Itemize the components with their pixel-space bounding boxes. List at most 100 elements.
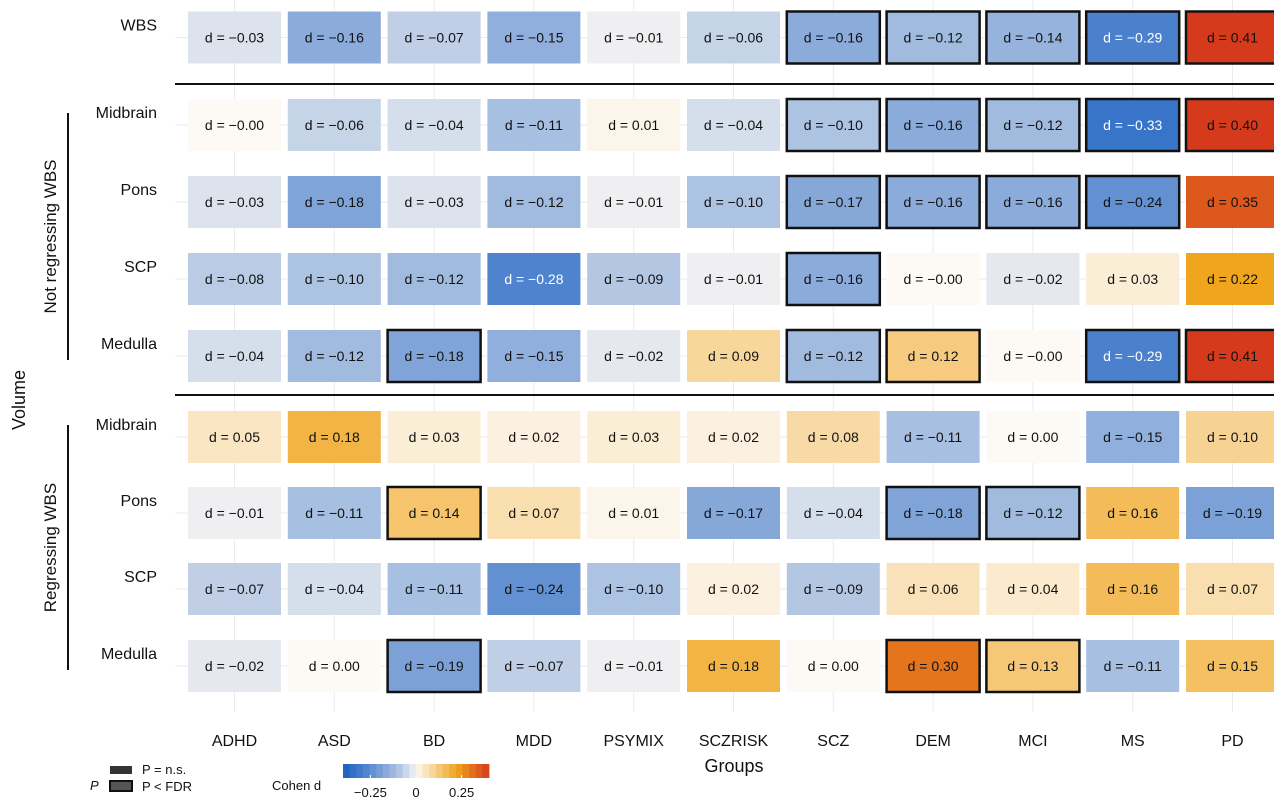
y-tick-label: Pons	[121, 493, 157, 510]
cell-value-label: d = −0.16	[804, 271, 863, 287]
cell-value-label: d = −0.09	[604, 271, 663, 287]
cell-value-label: d = 0.16	[1107, 505, 1158, 521]
cell-value-label: d = −0.01	[205, 505, 264, 521]
cell-value-label: d = −0.16	[904, 117, 963, 133]
colorbar-segment	[482, 764, 489, 778]
cell-value-label: d = −0.07	[504, 658, 563, 674]
cell-value-label: d = 0.02	[708, 581, 759, 597]
cell-value-label: d = −0.19	[405, 658, 464, 674]
cell-value-label: d = 0.00	[808, 658, 859, 674]
legend-fdr-label: P < FDR	[142, 779, 192, 794]
cell-value-label: d = −0.15	[1103, 429, 1162, 445]
cell-value-label: d = −0.18	[904, 505, 963, 521]
x-tick-label: ADHD	[212, 733, 257, 750]
x-tick-label: PSYMIX	[603, 733, 664, 750]
colorbar-segment	[376, 764, 383, 778]
cell-value-label: d = 0.03	[409, 429, 460, 445]
x-tick-label: MS	[1121, 733, 1145, 750]
cell-value-label: d = 0.15	[1207, 658, 1258, 674]
colorbar-segment	[423, 764, 430, 778]
cell-value-label: d = −0.04	[305, 581, 364, 597]
colorbar-segment	[396, 764, 403, 778]
cell-value-label: d = 0.16	[1107, 581, 1158, 597]
cell-value-label: d = −0.09	[804, 581, 863, 597]
cell-value-label: d = −0.07	[205, 581, 264, 597]
cell-value-label: d = 0.41	[1207, 348, 1258, 364]
cell-value-label: d = −0.16	[804, 30, 863, 46]
cell-value-label: d = 0.01	[608, 117, 659, 133]
cell-value-label: d = −0.01	[604, 658, 663, 674]
cell-value-label: d = −0.12	[804, 348, 863, 364]
colorbar-segment	[449, 764, 456, 778]
cell-value-label: d = 0.12	[908, 348, 959, 364]
colorbar-segment	[389, 764, 396, 778]
colorbar-tick-label: 0	[412, 785, 419, 798]
cell-value-label: d = 0.18	[309, 429, 360, 445]
legend-p-title: P	[90, 778, 99, 793]
cell-value-label: d = −0.02	[1003, 271, 1062, 287]
cell-value-label: d = −0.03	[405, 194, 464, 210]
y-tick-label: SCP	[124, 569, 157, 586]
colorbar-segment	[476, 764, 483, 778]
cell-value-label: d = −0.02	[205, 658, 264, 674]
x-tick-label: ASD	[318, 733, 351, 750]
cell-value-label: d = −0.11	[505, 117, 563, 133]
cell-value-label: d = −0.18	[405, 348, 464, 364]
cell-value-label: d = −0.28	[504, 271, 563, 287]
colorbar-tick-label: −0.25	[354, 785, 387, 798]
y-tick-label: Pons	[121, 182, 157, 199]
cell-value-label: d = −0.00	[904, 271, 963, 287]
cell-value-label: d = −0.12	[405, 271, 464, 287]
cell-value-label: d = −0.16	[904, 194, 963, 210]
cell-value-label: d = 0.07	[508, 505, 559, 521]
y-axis-title: Volume	[9, 370, 29, 430]
cell-value-label: d = −0.29	[1103, 30, 1162, 46]
colorbar-segment	[443, 764, 450, 778]
legend-ns-label: P = n.s.	[142, 762, 186, 777]
cell-value-label: d = −0.04	[804, 505, 863, 521]
row-group-labels: Not regressing WBS Regressing WBS	[41, 113, 68, 670]
cell-value-label: d = −0.12	[504, 194, 563, 210]
cell-value-label: d = −0.10	[704, 194, 763, 210]
colorbar-segment	[429, 764, 436, 778]
colorbar-segment	[469, 764, 476, 778]
cell-value-label: d = −0.16	[1003, 194, 1062, 210]
cell-value-label: d = −0.00	[205, 117, 264, 133]
cell-value-label: d = −0.14	[1003, 30, 1062, 46]
y-tick-label: Midbrain	[96, 105, 157, 122]
colorbar-segment	[356, 764, 363, 778]
colorbar-segment	[436, 764, 443, 778]
cell-value-label: d = −0.33	[1103, 117, 1162, 133]
cell-value-label: d = −0.10	[604, 581, 663, 597]
cell-value-label: d = −0.11	[405, 581, 463, 597]
colorbar-segment	[343, 764, 350, 778]
legend-fdr-swatch	[110, 781, 132, 791]
cell-value-label: d = −0.07	[405, 30, 464, 46]
cell-value-label: d = 0.10	[1207, 429, 1258, 445]
colorbar-tick-label: 0.25	[449, 785, 474, 798]
cell-value-label: d = −0.11	[904, 429, 962, 445]
cell-value-label: d = −0.10	[305, 271, 364, 287]
cell-value-label: d = −0.11	[1104, 658, 1162, 674]
cell-value-label: d = 0.14	[409, 505, 460, 521]
cell-value-label: d = 0.02	[708, 429, 759, 445]
cell-value-label: d = 0.07	[1207, 581, 1258, 597]
cell-value-label: d = −0.08	[205, 271, 264, 287]
row-group-label: Not regressing WBS	[41, 160, 60, 314]
cell-value-label: d = −0.01	[604, 194, 663, 210]
x-tick-labels: ADHD ASD BD MDD PSYMIX SCZRISK SCZ DEM MCI MS PD	[212, 733, 1244, 750]
cell-value-label: d = −0.15	[504, 348, 563, 364]
cell-value-label: d = 0.00	[309, 658, 360, 674]
cell-value-label: d = −0.04	[205, 348, 264, 364]
cell-value-label: d = −0.12	[1003, 117, 1062, 133]
colorbar-segment	[409, 764, 416, 778]
cell-value-label: d = −0.19	[1203, 505, 1262, 521]
y-tick-label: SCP	[124, 259, 157, 276]
cell-value-label: d = 0.35	[1207, 194, 1258, 210]
legend-color-title: Cohen d	[272, 778, 321, 793]
cell-value-label: d = 0.05	[209, 429, 260, 445]
cell-value-label: d = −0.06	[305, 117, 364, 133]
cell-value-label: d = −0.04	[704, 117, 763, 133]
cell-value-label: d = −0.15	[504, 30, 563, 46]
